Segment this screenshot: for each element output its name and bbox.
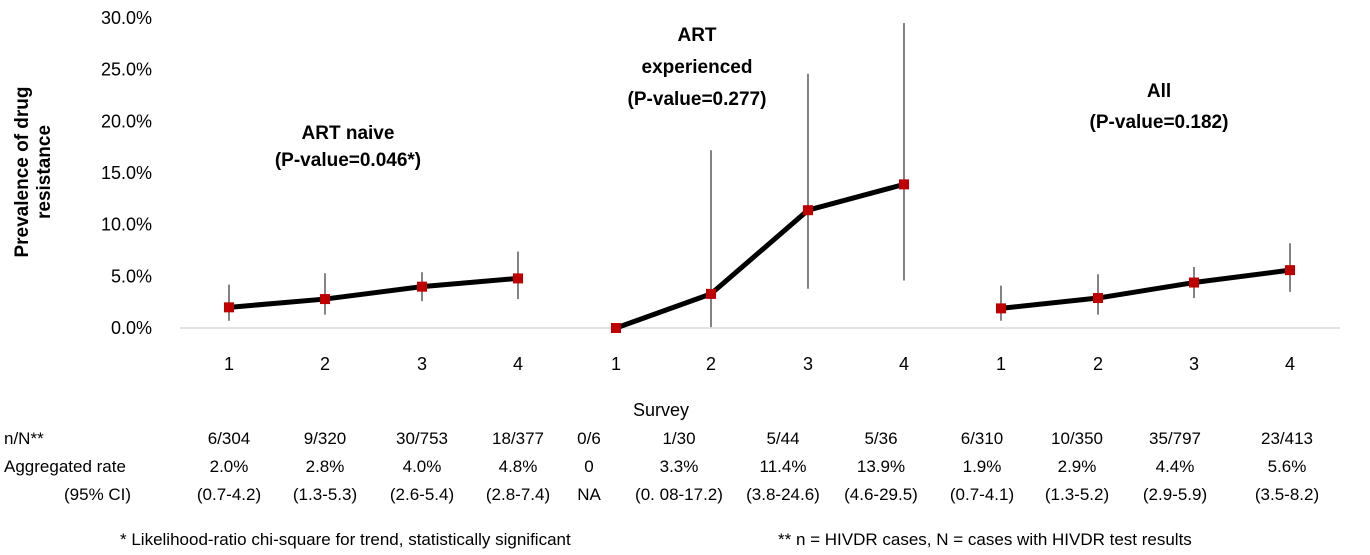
table-cell: 0/6 bbox=[577, 429, 601, 448]
table-cell: 4.8% bbox=[499, 457, 538, 476]
table-cell: 5/36 bbox=[864, 429, 897, 448]
table-cell: NA bbox=[577, 485, 601, 504]
series-markers bbox=[224, 179, 1295, 333]
table-cell: 4.4% bbox=[1156, 457, 1195, 476]
table-cell: 10/350 bbox=[1051, 429, 1103, 448]
table-cell: 2.0% bbox=[210, 457, 249, 476]
table-cell: 9/320 bbox=[304, 429, 347, 448]
y-axis-title-line: Prevalence of drug bbox=[12, 86, 33, 257]
table-row-label: Aggregated rate bbox=[4, 457, 126, 476]
y-axis-label: Prevalence of drug resistance bbox=[12, 86, 55, 257]
data-point-marker bbox=[417, 281, 427, 292]
data-point-marker bbox=[996, 303, 1006, 314]
data-point-marker bbox=[1285, 265, 1295, 276]
x-tick-label: 1 bbox=[224, 354, 234, 374]
data-point-marker bbox=[899, 179, 909, 190]
table-cell: (0.7-4.2) bbox=[197, 485, 261, 504]
table-cell: 1/30 bbox=[662, 429, 695, 448]
x-tick-label: 2 bbox=[320, 354, 330, 374]
table-cell: 13.9% bbox=[857, 457, 905, 476]
series-lines bbox=[228, 181, 1291, 331]
group-annotation-line: (P-value=0.277) bbox=[628, 89, 767, 110]
group-annotation-line: ART bbox=[677, 25, 716, 46]
table-cell: 30/753 bbox=[396, 429, 448, 448]
group-annotation-line: ART naive bbox=[302, 123, 395, 144]
y-tick-label: 20.0% bbox=[101, 111, 152, 131]
table-cell: 23/413 bbox=[1261, 429, 1313, 448]
series-line bbox=[228, 275, 519, 310]
x-tick-label: 1 bbox=[996, 354, 1006, 374]
x-tick-label: 3 bbox=[1189, 354, 1199, 374]
x-tick-label: 4 bbox=[899, 354, 909, 374]
y-axis-ticks: 0.0% 5.0% 10.0% 15.0% 20.0% 25.0% 30.0% bbox=[101, 8, 152, 338]
group-annotation-line: (P-value=0.182) bbox=[1090, 112, 1229, 133]
x-tick-label: 4 bbox=[513, 354, 523, 374]
series-line bbox=[615, 181, 905, 331]
table-row-label: n/N** bbox=[4, 429, 44, 448]
data-point-marker bbox=[1093, 293, 1103, 304]
x-tick-label: 3 bbox=[803, 354, 813, 374]
y-tick-label: 5.0% bbox=[111, 266, 152, 286]
footnote-trend-test: * Likelihood-ratio chi-square for trend,… bbox=[120, 530, 571, 549]
group-annotation-line: All bbox=[1147, 81, 1171, 102]
data-point-marker bbox=[1189, 277, 1199, 288]
table-cell: 6/310 bbox=[961, 429, 1004, 448]
table-cell: 3.3% bbox=[660, 457, 699, 476]
table-cell: 5/44 bbox=[766, 429, 799, 448]
table-cell: (2.8-7.4) bbox=[486, 485, 550, 504]
group-annotation-line: experienced bbox=[642, 57, 753, 78]
y-axis-title-line: resistance bbox=[34, 125, 55, 219]
table-cell: 18/377 bbox=[492, 429, 544, 448]
x-tick-label: 2 bbox=[1093, 354, 1103, 374]
table-cell: (0. 08-17.2) bbox=[635, 485, 723, 504]
table-cell: 1.9% bbox=[963, 457, 1002, 476]
table-cell: 4.0% bbox=[403, 457, 442, 476]
table-cell: (0.7-4.1) bbox=[950, 485, 1014, 504]
table-cell: 2.8% bbox=[306, 457, 345, 476]
table-cell: 6/304 bbox=[208, 429, 251, 448]
table-cell: 0 bbox=[584, 457, 593, 476]
y-tick-label: 25.0% bbox=[101, 60, 152, 80]
table-cell: 2.9% bbox=[1058, 457, 1097, 476]
x-axis-ticks: 1 2 3 4 1 2 3 4 1 2 3 4 bbox=[224, 354, 1295, 374]
group-annotation-line: (P-value=0.046*) bbox=[275, 150, 421, 171]
x-tick-label: 4 bbox=[1285, 354, 1295, 374]
table-cell: (2.9-5.9) bbox=[1143, 485, 1207, 504]
table-cell: (3.8-24.6) bbox=[746, 485, 820, 504]
data-point-marker bbox=[611, 323, 621, 333]
table-row-label: (95% CI) bbox=[64, 485, 131, 504]
footnote-n-definition: ** n = HIVDR cases, N = cases with HIVDR… bbox=[778, 530, 1192, 549]
data-point-marker bbox=[513, 273, 523, 284]
x-tick-label: 3 bbox=[417, 354, 427, 374]
table-cell: (2.6-5.4) bbox=[390, 485, 454, 504]
data-point-marker bbox=[803, 205, 813, 216]
y-tick-label: 0.0% bbox=[111, 318, 152, 338]
summary-table: n/N** Aggregated rate (95% CI) 6/304 9/320 30… bbox=[4, 429, 1319, 504]
table-cell: (3.5-8.2) bbox=[1255, 485, 1319, 504]
data-point-marker bbox=[224, 302, 234, 313]
table-cell: (1.3-5.2) bbox=[1045, 485, 1109, 504]
table-cell: 35/797 bbox=[1149, 429, 1201, 448]
table-cell: 5.6% bbox=[1268, 457, 1307, 476]
y-tick-label: 15.0% bbox=[101, 163, 152, 183]
table-cell: (4.6-29.5) bbox=[844, 485, 918, 504]
data-point-marker bbox=[706, 288, 716, 299]
group-annotations: ART naive (P-value=0.046*) ART experienced (… bbox=[275, 25, 1229, 171]
error-bars bbox=[228, 23, 1291, 328]
x-tick-label: 2 bbox=[706, 354, 716, 374]
x-tick-label: 1 bbox=[611, 354, 621, 374]
series-line bbox=[1000, 267, 1291, 311]
y-tick-label: 30.0% bbox=[101, 8, 152, 28]
table-cell: (1.3-5.3) bbox=[293, 485, 357, 504]
data-point-marker bbox=[320, 294, 330, 305]
x-axis-title: Survey bbox=[633, 400, 689, 420]
y-tick-label: 10.0% bbox=[101, 215, 152, 235]
table-cell: 11.4% bbox=[760, 457, 807, 476]
